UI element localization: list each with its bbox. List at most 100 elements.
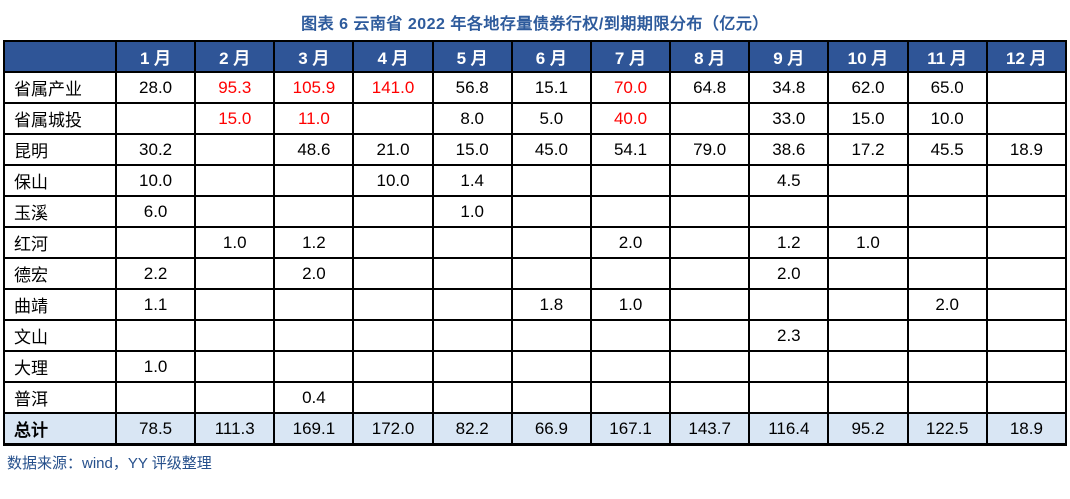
total-value-cell: 78.5 — [114, 412, 197, 446]
value-cell: 6.0 — [114, 195, 197, 228]
value-cell: 40.0 — [589, 102, 672, 135]
value-cell — [431, 288, 513, 321]
total-value-cell: 169.1 — [273, 412, 355, 446]
month-header-10: 10 月 — [827, 40, 909, 73]
month-header-4: 4 月 — [352, 40, 434, 73]
value-cell — [906, 319, 988, 352]
value-cell — [352, 195, 434, 228]
total-label: 总计 — [3, 412, 117, 446]
value-cell: 5.0 — [510, 102, 592, 135]
row-label: 曲靖 — [3, 288, 117, 321]
month-header-5: 5 月 — [431, 40, 513, 73]
total-value-cell: 172.0 — [352, 412, 434, 446]
month-header-11: 11 月 — [906, 40, 988, 73]
corner-cell — [3, 40, 117, 73]
value-cell — [114, 319, 197, 352]
value-cell: 8.0 — [431, 102, 513, 135]
value-cell: 56.8 — [431, 71, 513, 104]
value-cell: 1.4 — [431, 164, 513, 197]
value-cell: 1.1 — [114, 288, 197, 321]
value-cell: 54.1 — [589, 133, 672, 166]
row-label: 省属产业 — [3, 71, 117, 104]
value-cell — [194, 288, 276, 321]
value-cell: 64.8 — [669, 71, 751, 104]
value-cell — [194, 133, 276, 166]
value-cell: 48.6 — [273, 133, 355, 166]
value-cell: 2.2 — [114, 257, 197, 290]
table-row: 曲靖 1.1 1.8 1.0 2.0 — [3, 288, 1068, 321]
value-cell: 1.0 — [827, 226, 909, 259]
total-value-cell: 167.1 — [589, 412, 672, 446]
value-cell: 1.8 — [510, 288, 592, 321]
value-cell — [510, 381, 592, 414]
table-row: 省属城投 15.0 11.0 8.0 5.0 40.0 33.0 15.0 10.0 — [3, 102, 1068, 135]
value-cell: 105.9 — [273, 71, 355, 104]
table-row: 普洱 0.4 — [3, 381, 1068, 414]
value-cell — [352, 226, 434, 259]
value-cell — [431, 319, 513, 352]
value-cell — [748, 381, 830, 414]
value-cell — [669, 350, 751, 383]
value-cell — [906, 381, 988, 414]
value-cell: 4.5 — [748, 164, 830, 197]
value-cell — [906, 164, 988, 197]
value-cell — [510, 319, 592, 352]
value-cell — [827, 319, 909, 352]
value-cell: 2.0 — [273, 257, 355, 290]
value-cell: 0.4 — [273, 381, 355, 414]
value-cell — [431, 381, 513, 414]
total-value-cell: 82.2 — [431, 412, 513, 446]
value-cell: 2.3 — [748, 319, 830, 352]
value-cell — [194, 350, 276, 383]
value-cell: 1.0 — [114, 350, 197, 383]
data-source-note: 数据来源：wind，YY 评级整理 — [7, 455, 212, 472]
value-cell: 10.0 — [114, 164, 197, 197]
value-cell — [827, 350, 909, 383]
row-label: 红河 — [3, 226, 117, 259]
value-cell — [906, 350, 988, 383]
value-cell — [669, 195, 751, 228]
value-cell — [669, 381, 751, 414]
value-cell — [352, 319, 434, 352]
value-cell — [748, 288, 830, 321]
value-cell — [194, 257, 276, 290]
value-cell — [985, 102, 1068, 135]
value-cell — [114, 226, 197, 259]
value-cell — [352, 350, 434, 383]
value-cell: 79.0 — [669, 133, 751, 166]
value-cell — [194, 164, 276, 197]
value-cell — [985, 226, 1068, 259]
value-cell — [589, 319, 672, 352]
value-cell: 45.0 — [510, 133, 592, 166]
value-cell — [352, 257, 434, 290]
table-row: 玉溪 6.0 1.0 — [3, 195, 1068, 228]
table-row: 德宏 2.2 2.0 2.0 — [3, 257, 1068, 290]
value-cell — [273, 195, 355, 228]
month-header-12: 12 月 — [985, 40, 1068, 73]
value-cell: 45.5 — [906, 133, 988, 166]
value-cell — [431, 350, 513, 383]
table-row: 保山 10.0 10.0 1.4 4.5 — [3, 164, 1068, 197]
value-cell — [273, 319, 355, 352]
month-header-9: 9 月 — [748, 40, 830, 73]
value-cell — [510, 164, 592, 197]
value-cell: 18.9 — [985, 133, 1068, 166]
value-cell: 15.0 — [431, 133, 513, 166]
value-cell — [510, 195, 592, 228]
row-label: 省属城投 — [3, 102, 117, 135]
value-cell — [985, 319, 1068, 352]
month-header-1: 1 月 — [114, 40, 197, 73]
table-row: 大理 1.0 — [3, 350, 1068, 383]
value-cell — [352, 288, 434, 321]
table-row: 红河 1.0 1.2 2.0 1.2 1.0 — [3, 226, 1068, 259]
value-cell — [352, 102, 434, 135]
value-cell — [589, 350, 672, 383]
value-cell — [273, 288, 355, 321]
value-cell — [194, 195, 276, 228]
value-cell — [669, 288, 751, 321]
value-cell: 2.0 — [748, 257, 830, 290]
value-cell — [985, 350, 1068, 383]
value-cell — [748, 195, 830, 228]
